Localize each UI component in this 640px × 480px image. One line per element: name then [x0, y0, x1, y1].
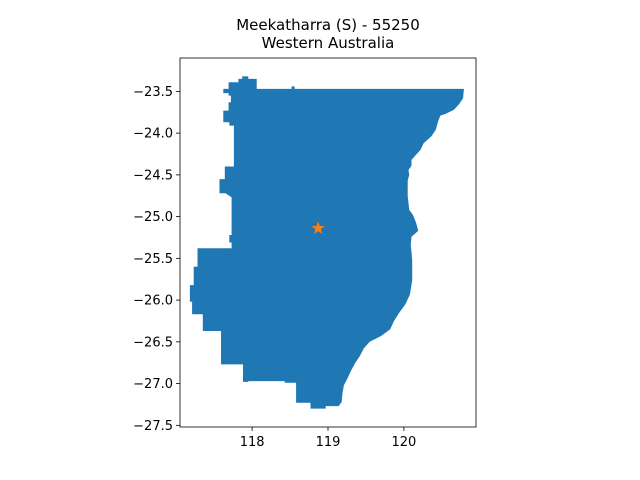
x-tick-label: 120	[391, 435, 416, 450]
x-tick-label: 119	[316, 435, 341, 450]
axes-layer: 118 119 120 −23.5 −24.0 −24.5 −25.0 −25.5 −26.0 −…	[133, 57, 477, 450]
y-tick-label: −27.0	[133, 377, 173, 392]
y-tick-label: −24.5	[133, 168, 173, 183]
location-star-icon	[311, 221, 325, 234]
y-tick-label: −26.0	[133, 294, 173, 309]
chart-title-line2: Western Australia	[261, 34, 395, 52]
chart-title-line1: Meekatharra (S) - 55250	[236, 16, 420, 34]
y-tick-label: −27.5	[133, 419, 173, 434]
y-tick-label: −25.5	[133, 252, 173, 267]
map-layer	[189, 76, 464, 409]
y-tick-label: −24.0	[133, 127, 173, 142]
x-tick-label: 118	[240, 435, 265, 450]
y-tick-label: −23.5	[133, 85, 173, 100]
y-tick-label: −25.0	[133, 210, 173, 225]
y-tick-label: −26.5	[133, 335, 173, 350]
shire-boundary-region	[189, 76, 464, 409]
